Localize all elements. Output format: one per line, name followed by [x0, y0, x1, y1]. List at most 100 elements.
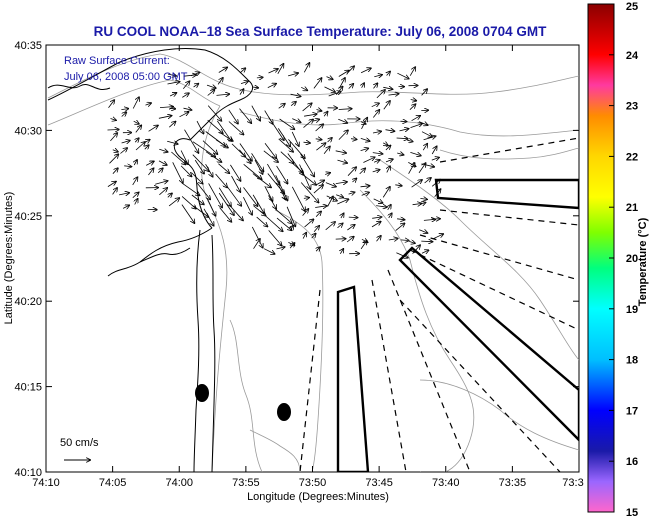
current-vector: [112, 188, 117, 195]
current-vector: [409, 241, 415, 243]
current-vector: [278, 186, 286, 199]
current-vector: [409, 67, 415, 76]
current-vector: [348, 217, 358, 218]
current-vector: [376, 236, 381, 242]
colorbar-tick-label: 15: [626, 507, 638, 518]
current-vector: [359, 169, 365, 175]
current-vector: [217, 78, 223, 85]
colorbar-tick-label: 24: [626, 50, 639, 62]
current-vector: [362, 83, 365, 87]
current-vector: [216, 94, 230, 95]
colorbar-tick-label: 19: [626, 304, 638, 316]
current-vector: [422, 144, 427, 151]
current-vector: [256, 216, 268, 226]
x-tick-label: 73:55: [232, 477, 260, 489]
current-vector: [229, 204, 243, 220]
current-vector: [419, 203, 425, 205]
colorbar-tick-label: 16: [626, 456, 638, 468]
current-vector: [196, 182, 210, 200]
current-vector: [159, 107, 173, 108]
current-vector: [120, 148, 127, 154]
current-vector: [313, 226, 319, 233]
current-vector: [219, 131, 233, 141]
current-vector: [251, 153, 264, 171]
current-vector: [292, 118, 300, 123]
current-vector: [323, 147, 330, 154]
current-vector: [302, 103, 312, 112]
current-vector: [315, 212, 321, 217]
current-vector: [325, 173, 330, 175]
y-axis-label: Latitude (Degrees:Minutes): [3, 192, 15, 325]
current-vector: [347, 66, 354, 74]
current-vector: [387, 72, 390, 76]
current-vector: [338, 109, 352, 110]
current-vector: [315, 139, 322, 140]
current-vector: [135, 138, 139, 142]
current-vector: [205, 151, 221, 162]
current-vector: [372, 131, 381, 133]
current-vector: [263, 150, 278, 162]
current-vector: [431, 147, 436, 155]
current-vector: [315, 206, 327, 208]
current-vector: [278, 104, 285, 109]
x-tick-label: 74:00: [165, 477, 193, 489]
current-vector: [145, 103, 152, 105]
current-vector: [184, 129, 199, 153]
current-vector: [280, 151, 294, 163]
current-vector: [371, 222, 381, 228]
current-vector: [304, 114, 316, 116]
current-vector: [132, 193, 139, 198]
current-vector: [397, 72, 408, 78]
current-vector: [348, 84, 354, 89]
current-vector: [181, 182, 200, 195]
y-tick-label: 40:35: [14, 40, 42, 52]
current-vector: [325, 182, 336, 187]
current-vector: [239, 68, 245, 74]
current-vector: [206, 198, 215, 216]
colorbar-tick-label: 23: [626, 101, 638, 113]
current-vector: [240, 81, 248, 83]
current-vector: [338, 118, 347, 123]
colorbar-label: Temperature (°C): [637, 217, 649, 306]
current-vector: [230, 164, 240, 181]
current-vector: [239, 149, 250, 163]
current-annotation-line1: Raw Surface Current:: [64, 55, 170, 67]
current-vector: [180, 150, 188, 165]
current-vector: [388, 239, 398, 241]
current-vector: [303, 233, 306, 239]
x-tick-label: 74:10: [32, 477, 60, 489]
current-vector: [360, 138, 370, 141]
current-vector: [158, 160, 167, 165]
current-vector: [411, 116, 420, 122]
current-vector: [208, 183, 223, 207]
scale-label: 50 cm/s: [60, 437, 99, 449]
current-vector: [421, 131, 432, 137]
current-vector: [239, 143, 252, 161]
current-vector: [328, 138, 332, 142]
current-vector: [303, 63, 309, 73]
lane-boundaries: [336, 178, 579, 472]
current-vector: [168, 193, 172, 197]
current-vector: [268, 69, 278, 74]
current-vector: [327, 197, 333, 207]
colorbar-tick-label: 17: [626, 405, 638, 417]
current-vector: [423, 136, 436, 141]
current-vector: [268, 116, 284, 140]
colorbar-ticks: 25 24 23 22 21 20 19 18 17 16 15: [609, 1, 639, 518]
colorbar-tick-label: 25: [626, 1, 638, 13]
current-vector: [183, 108, 192, 110]
current-vector: [168, 74, 176, 76]
current-vector: [218, 68, 227, 73]
current-vector: [276, 247, 285, 249]
current-vector: [389, 213, 392, 219]
buoy-marker: [195, 384, 209, 402]
current-vector: [228, 121, 244, 135]
current-vector: [253, 205, 265, 216]
current-vector: [219, 207, 232, 222]
current-vector: [264, 186, 273, 201]
shipping-lanes: [299, 137, 579, 472]
current-vector: [135, 199, 138, 205]
y-tick-label: 40:30: [14, 125, 42, 137]
current-vector: [278, 138, 293, 152]
current-vector: [268, 230, 282, 245]
